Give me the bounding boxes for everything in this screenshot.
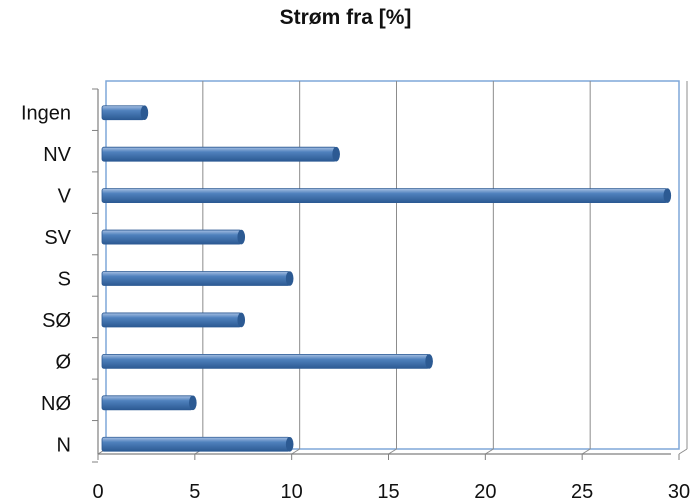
bar-cap-SØ [237, 312, 246, 328]
bar-body-N [101, 436, 291, 452]
x-tick-label-10: 10 [281, 481, 303, 503]
y-tick-label-SV: SV [44, 227, 71, 249]
x-tick-label-15: 15 [377, 481, 399, 503]
bar-cap-S [285, 271, 294, 286]
gridline-floor-2 [291, 448, 300, 455]
bar-cap-SV [237, 229, 246, 245]
bar-body-NØ [101, 395, 194, 411]
bar-body-V [101, 188, 668, 204]
y-tick-label-NØ: NØ [41, 393, 71, 415]
bar-S [101, 271, 294, 286]
bar-body-SV [101, 229, 242, 245]
bar-SV [101, 229, 246, 245]
bar-body-SØ [101, 312, 242, 328]
y-tick-label-S: S [58, 269, 71, 291]
y-tick-label-SØ: SØ [42, 310, 71, 332]
bar-SØ [101, 312, 246, 328]
bar-cap-Ingen [140, 105, 149, 121]
bar-N [101, 436, 294, 452]
gridline-floor-4 [485, 448, 494, 455]
y-tick-label-Ø: Ø [55, 351, 71, 373]
gridline-floor-6 [678, 448, 688, 455]
y-tick-label-NV: NV [43, 144, 71, 166]
y-tick-label-Ingen: Ingen [21, 103, 71, 125]
bar-body-Ingen [101, 105, 145, 121]
gridline-floor-5 [581, 448, 591, 455]
bar-body-S [101, 271, 291, 286]
gridline-floor-3 [388, 448, 397, 455]
x-tick-label-20: 20 [474, 481, 496, 503]
x-tick-label-0: 0 [92, 481, 103, 503]
bar-cap-Ø [425, 354, 433, 369]
bar-Ingen [101, 105, 149, 121]
x-tick-label-5: 5 [189, 481, 200, 503]
bar-cap-NØ [189, 395, 197, 411]
bar-cap-NV [332, 146, 340, 162]
x-tick-label-30: 30 [668, 481, 690, 503]
chart-title: Strøm fra [%] [279, 6, 412, 29]
bar-NØ [101, 395, 197, 411]
bar-V [101, 188, 672, 204]
bar-cap-V [663, 188, 672, 203]
plot-area [105, 80, 680, 450]
bar-Ø [101, 353, 433, 369]
bar-body-Ø [101, 353, 430, 369]
bar-NV [101, 146, 340, 162]
bar-body-NV [101, 146, 337, 162]
y-tick-label-V: V [58, 186, 72, 208]
bar-cap-N [285, 436, 294, 452]
x-tick-label-25: 25 [571, 481, 593, 503]
y-tick-label-N: N [57, 434, 71, 456]
